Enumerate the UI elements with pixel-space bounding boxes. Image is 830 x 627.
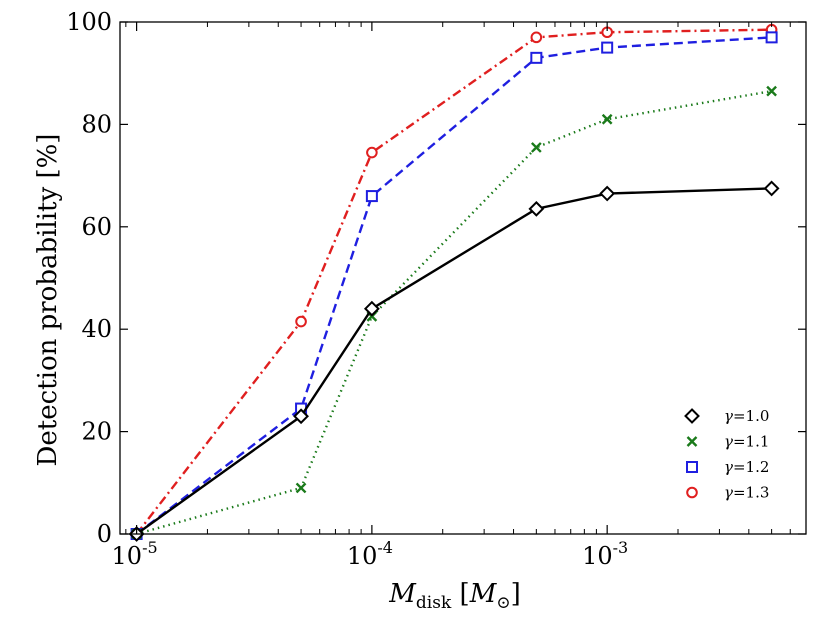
data-point: [599, 185, 616, 202]
series-circle: [130, 23, 778, 540]
legend-entry: γ=1.3: [686, 484, 769, 502]
legend-marker: [686, 461, 698, 473]
series-square: [130, 31, 778, 540]
data-point: [766, 85, 777, 97]
legend-label-symbol: γ: [724, 433, 733, 451]
x-tick-base: 10: [112, 542, 143, 570]
plot-marks: [128, 23, 780, 542]
x-axis-label-unit: M: [469, 579, 498, 609]
y-tick-label: 0: [97, 520, 112, 548]
y-axis-label: Detection probability [%]: [33, 134, 63, 467]
x-axis-label: Mdisk [M⊙]: [388, 579, 520, 613]
x-axis-label-sub: disk: [416, 593, 452, 613]
legend-marker: [686, 486, 698, 499]
legend-label-value: =1.2: [733, 458, 769, 476]
legend-entry: γ=1.2: [686, 458, 769, 476]
x-tick-base: 10: [347, 542, 378, 570]
data-point: [763, 180, 780, 197]
legend-marker: [686, 436, 698, 447]
data-point: [601, 41, 614, 54]
legend-entry: γ=1.1: [686, 433, 769, 451]
x-tick-label: 10-3: [582, 538, 628, 570]
y-tick-label: 20: [81, 418, 112, 446]
series-x: [131, 85, 777, 540]
y-tick-label: 60: [81, 213, 112, 241]
legend-label-symbol: γ: [724, 458, 733, 476]
x-tick-label: 10-5: [112, 538, 158, 570]
x-tick-exponent: -4: [377, 538, 393, 557]
legend-label-value: =1.3: [733, 484, 769, 502]
data-point: [530, 51, 543, 64]
x-axis-label-unit-sub: ⊙: [496, 593, 510, 613]
series-diamond: [128, 180, 780, 542]
legend-label-value: =1.1: [733, 433, 769, 451]
data-point: [530, 31, 543, 44]
legend-marker: [684, 408, 700, 424]
data-point: [295, 315, 307, 328]
series-line: [135, 28, 772, 535]
legend-label-symbol: γ: [724, 407, 733, 425]
x-axis-label-open: [: [460, 579, 470, 609]
x-tick-exponent: -3: [613, 538, 629, 557]
data-point: [363, 300, 380, 317]
legend-label: γ=1.0: [724, 407, 769, 425]
plot-frame: [119, 21, 807, 535]
data-point: [365, 190, 378, 203]
legend-label: γ=1.2: [724, 458, 769, 476]
legend-label: γ=1.1: [724, 433, 769, 451]
legend-entry: γ=1.0: [684, 407, 769, 425]
series-line: [135, 187, 772, 535]
data-point: [765, 31, 778, 44]
x-axis-label-main: M: [388, 579, 417, 609]
x-tick-label: 10-4: [347, 538, 393, 570]
legend-label: γ=1.3: [724, 484, 769, 502]
data-point: [293, 408, 309, 425]
legend: γ=1.0γ=1.1γ=1.2γ=1.3: [684, 407, 769, 502]
x-axis-label-space: [451, 579, 459, 609]
y-tick-label: 100: [66, 8, 112, 36]
x-tick-base: 10: [582, 542, 613, 570]
series-line: [136, 89, 772, 536]
legend-label-symbol: γ: [724, 484, 733, 502]
data-point: [295, 482, 307, 494]
y-tick-label: 40: [81, 315, 112, 343]
data-point: [530, 142, 542, 153]
data-point: [601, 113, 613, 125]
y-tick-label: 80: [81, 110, 112, 138]
x-tick-exponent: -5: [142, 538, 158, 557]
data-point: [366, 146, 378, 159]
series-line: [135, 36, 772, 535]
data-point: [528, 200, 545, 217]
x-axis-label-close: ]: [511, 579, 521, 609]
legend-label-value: =1.0: [733, 407, 769, 425]
